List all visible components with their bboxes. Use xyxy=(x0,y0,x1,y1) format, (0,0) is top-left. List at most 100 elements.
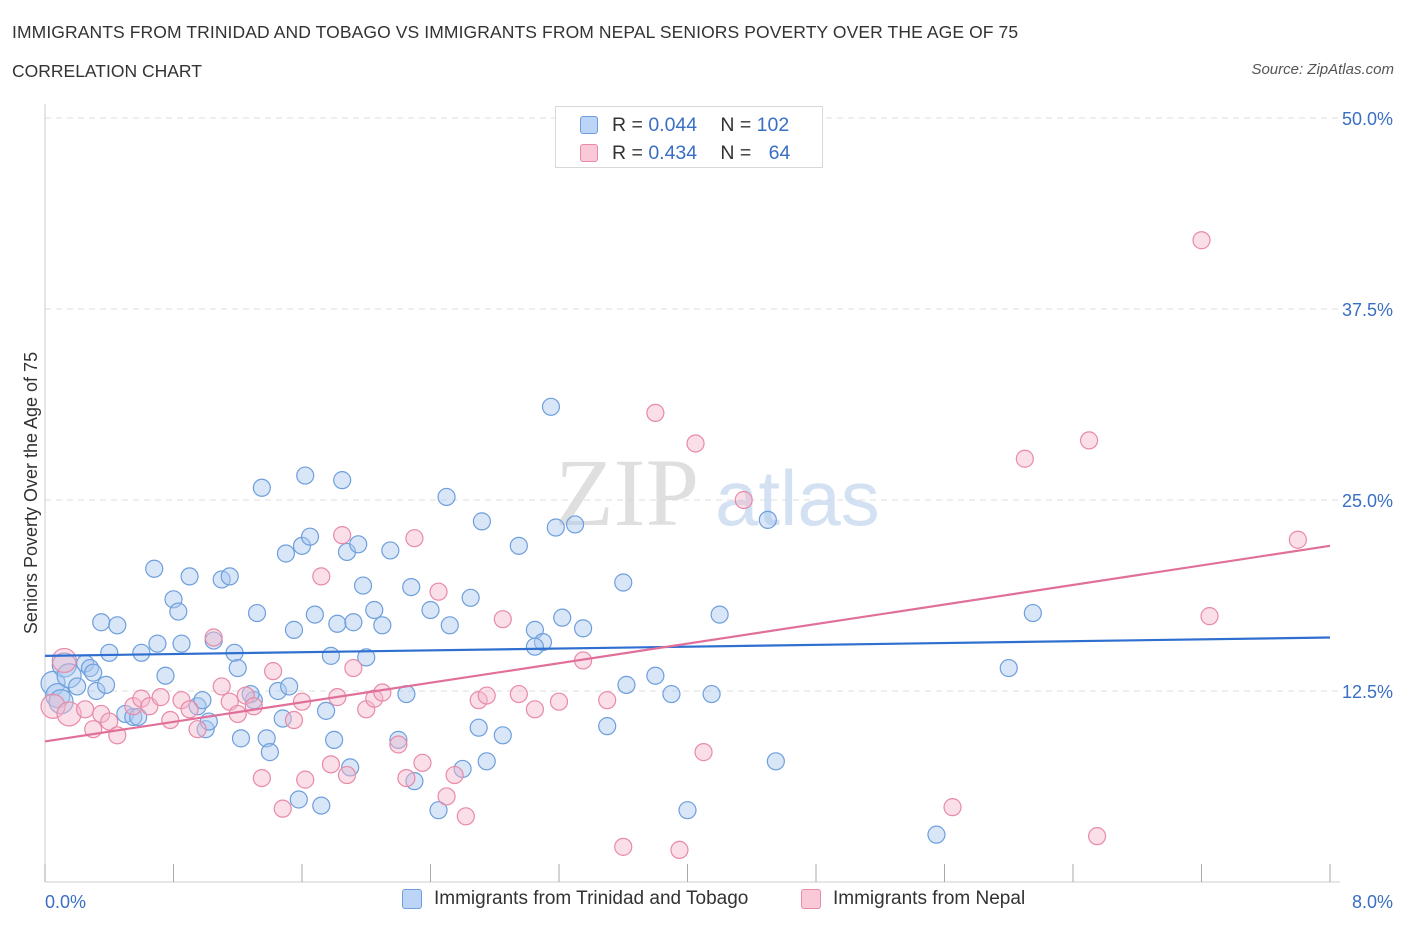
trinidad-point xyxy=(541,397,561,416)
nepal-point xyxy=(1288,530,1307,549)
trinidad-point xyxy=(573,619,593,638)
nepal-trend-line xyxy=(44,544,1331,743)
trinidad-point xyxy=(617,675,636,694)
trinidad-point xyxy=(156,666,175,685)
nepal-point xyxy=(204,628,223,647)
trinidad-point xyxy=(598,717,617,736)
trinidad-point xyxy=(257,729,276,748)
trinidad-point xyxy=(84,663,103,682)
trinidad-point xyxy=(421,600,440,620)
trinidad-point xyxy=(260,743,279,762)
trinidad-point xyxy=(333,471,352,490)
nepal-point xyxy=(1200,607,1219,626)
trinidad-point xyxy=(381,541,400,560)
stats-n-value: 64 xyxy=(768,141,791,164)
stats-r-value: 0.434 xyxy=(648,141,698,164)
nepal-point xyxy=(670,840,689,860)
watermark-atlas: atlas xyxy=(715,454,880,542)
nepal-point xyxy=(344,658,363,678)
trinidad-point xyxy=(305,605,324,624)
trinidad-point xyxy=(344,613,363,632)
nepal-point xyxy=(509,684,528,704)
trinidad-point xyxy=(252,478,271,497)
nepal-point xyxy=(1087,827,1107,846)
trinidad-point xyxy=(312,796,331,815)
trinidad-point xyxy=(646,666,665,685)
trinidad-point xyxy=(289,790,308,809)
trinidad-point xyxy=(92,613,111,632)
trinidad-point xyxy=(96,675,116,694)
nepal-point xyxy=(405,529,424,548)
trinidad-point xyxy=(373,616,392,635)
trinidad-point xyxy=(180,567,199,586)
legend-swatch-nepal xyxy=(801,889,821,909)
legend-label-nepal: Immigrants from Nepal xyxy=(833,888,1026,909)
nepal-point xyxy=(445,765,464,785)
watermark-zip: ZIP xyxy=(555,439,699,546)
trinidad-point xyxy=(284,620,304,639)
stats-n-label: N = xyxy=(720,141,752,164)
nepal-point xyxy=(1079,431,1099,450)
trinidad-point xyxy=(999,658,1018,678)
trinidad-point xyxy=(68,677,87,696)
nepal-point xyxy=(397,768,416,788)
trinidad-point xyxy=(1023,603,1042,623)
points-layer xyxy=(40,231,1307,860)
bottom-legend: Immigrants from Trinidad and Tobago Immi… xyxy=(0,888,1406,916)
nepal-point xyxy=(333,526,352,545)
trinidad-point xyxy=(766,752,785,771)
y-tick-label: 50.0% xyxy=(1342,109,1393,129)
trinidad-point xyxy=(100,643,119,662)
trinidad-point xyxy=(477,752,496,771)
nepal-point xyxy=(151,688,170,707)
trinidad-point xyxy=(228,658,247,678)
legend-item-trinidad[interactable]: Immigrants from Trinidad and Tobago xyxy=(402,888,748,910)
stats-r-value: 0.044 xyxy=(648,113,698,136)
stats-r-label: R = xyxy=(612,113,643,136)
source-label: Source: ZipAtlas.com xyxy=(1251,61,1394,78)
chart-subtitle: CORRELATION CHART xyxy=(12,61,202,81)
trinidad-point xyxy=(193,691,212,710)
trinidad-point xyxy=(927,825,946,844)
trinidad-point xyxy=(300,527,320,546)
trinidad-point xyxy=(268,681,288,701)
axis-layer: 12.5% 25.0% 37.5% 50.0% 0.0% 8.0% xyxy=(44,104,1393,912)
trinidad-point xyxy=(276,544,296,563)
nepal-point xyxy=(477,686,496,705)
nepal-point xyxy=(943,798,962,817)
trend-layer xyxy=(44,544,1331,743)
trinidad-point xyxy=(316,701,336,720)
trinidad-point xyxy=(702,684,721,704)
trinidad-point xyxy=(108,616,127,635)
trinidad-point xyxy=(493,726,512,745)
stats-row-trinidad: R = 0.044 N = 102 xyxy=(580,112,789,138)
nepal-point xyxy=(646,403,665,423)
trinidad-point xyxy=(296,466,315,485)
trinidad-point xyxy=(472,512,491,531)
trinidad-point xyxy=(525,637,545,656)
legend-item-nepal[interactable]: Immigrants from Nepal xyxy=(801,888,1025,910)
trinidad-point xyxy=(353,576,373,595)
trinidad-point xyxy=(328,614,347,633)
nepal-point xyxy=(180,700,199,719)
trinidad-point xyxy=(678,801,697,820)
nepal-point xyxy=(549,692,569,711)
trinidad-trend-line xyxy=(44,636,1331,657)
nepal-point xyxy=(212,677,231,696)
stats-row-nepal: R = 0.434 N = 64 xyxy=(580,140,790,166)
trinidad-point xyxy=(280,677,299,696)
nepal-point xyxy=(188,720,207,739)
trinidad-point xyxy=(169,602,188,621)
nepal-point xyxy=(312,567,331,586)
trinidad-point xyxy=(402,577,421,597)
nepal-point xyxy=(373,683,392,702)
stats-legend: R = 0.044 N = 102 R = 0.434 N = 64 xyxy=(555,106,823,168)
trinidad-point xyxy=(220,567,239,586)
trinidad-point xyxy=(365,600,384,620)
nepal-point xyxy=(56,701,82,727)
trinidad-point xyxy=(662,684,681,704)
nepal-point xyxy=(437,787,456,806)
watermark: ZIP atlas xyxy=(555,439,880,546)
nepal-point xyxy=(686,434,705,453)
stats-n-label: N = xyxy=(720,113,752,136)
